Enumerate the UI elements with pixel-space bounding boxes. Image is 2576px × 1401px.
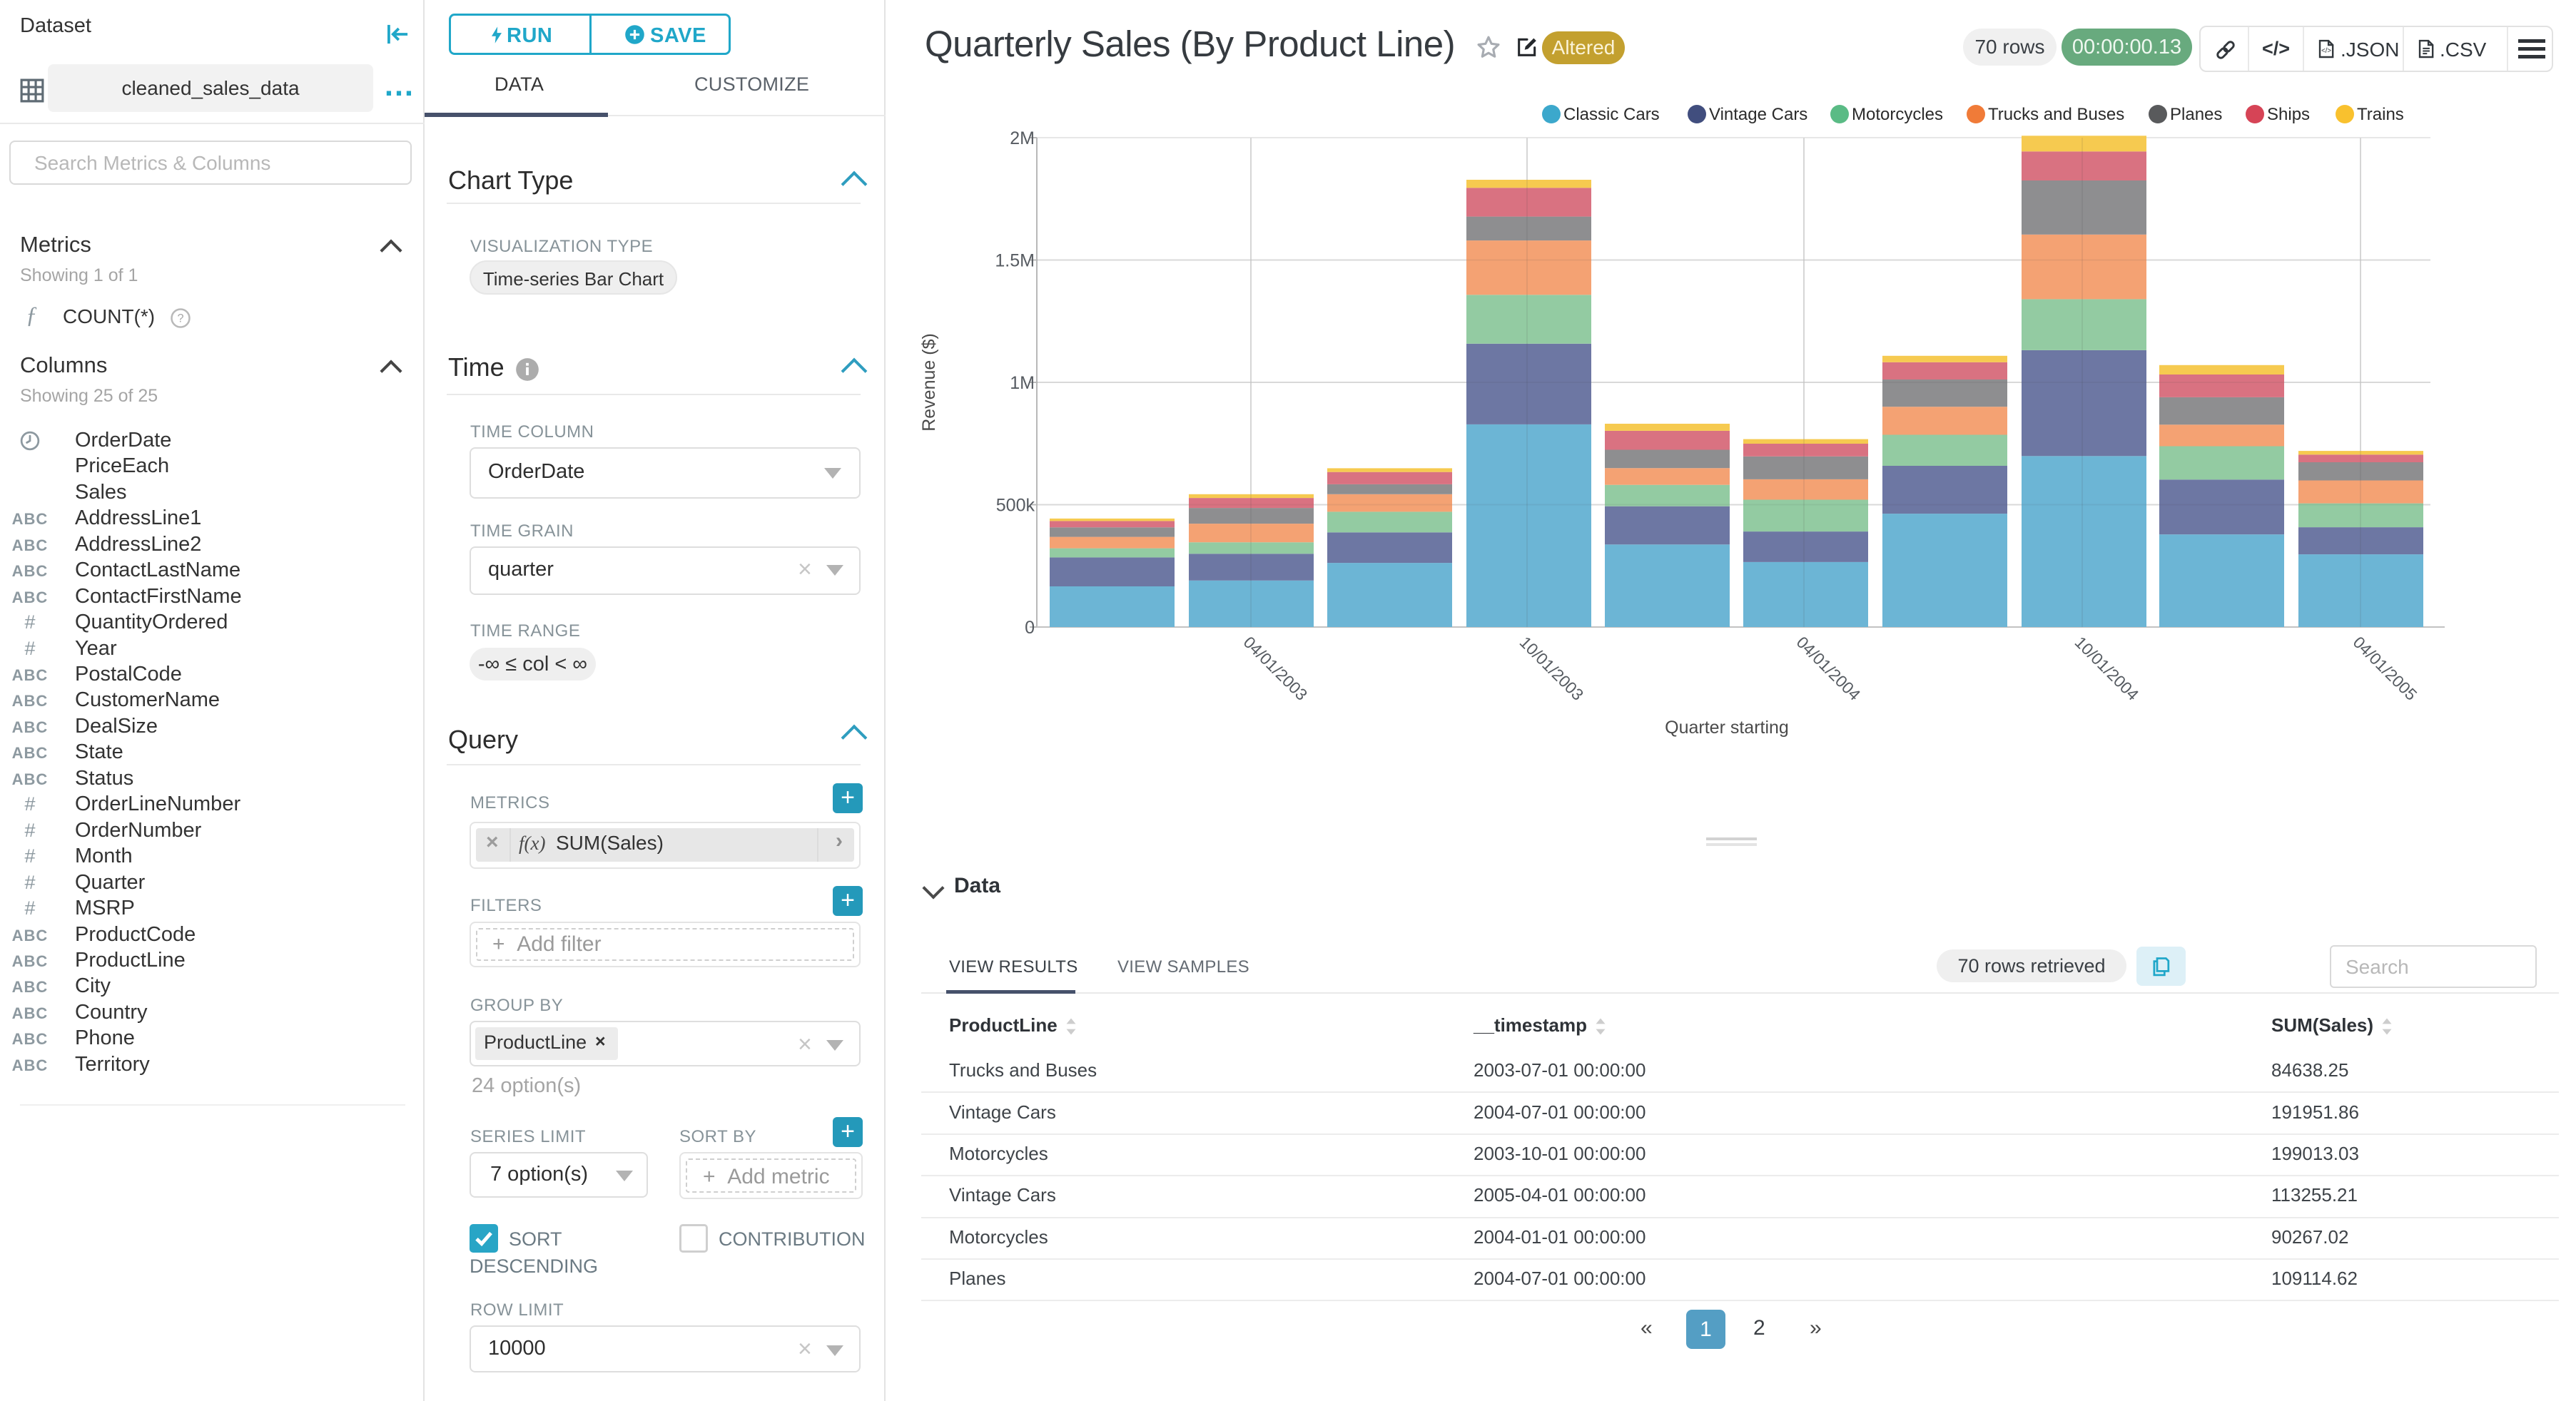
svg-text:04/01/2003: 04/01/2003 bbox=[1240, 633, 1312, 704]
svg-text:04/01/2005: 04/01/2005 bbox=[2350, 633, 2421, 704]
svg-text:?: ? bbox=[177, 312, 183, 325]
svg-text:Revenue ($): Revenue ($) bbox=[919, 333, 939, 432]
svg-text:Trains: Trains bbox=[2357, 105, 2404, 124]
svg-text:10/01/2003: 10/01/2003 bbox=[1516, 633, 1588, 704]
svg-text:1M: 1M bbox=[1010, 373, 1035, 393]
svg-text:Ships: Ships bbox=[2267, 105, 2310, 124]
svg-text:Trucks and Buses: Trucks and Buses bbox=[1988, 105, 2124, 124]
svg-text:04/01/2004: 04/01/2004 bbox=[1793, 633, 1865, 704]
svg-text:Vintage Cars: Vintage Cars bbox=[1709, 105, 1807, 124]
svg-text:Quarter starting: Quarter starting bbox=[1665, 718, 1789, 738]
svg-text:Classic Cars: Classic Cars bbox=[1563, 105, 1660, 124]
svg-text:10/01/2004: 10/01/2004 bbox=[2072, 633, 2143, 704]
svg-text:1.5M: 1.5M bbox=[995, 251, 1035, 271]
svg-text:</>: </> bbox=[2321, 47, 2331, 55]
svg-text:0: 0 bbox=[1025, 618, 1035, 638]
svg-text:500k: 500k bbox=[996, 496, 1035, 516]
svg-text:Motorcycles: Motorcycles bbox=[1852, 105, 1943, 124]
svg-text:2M: 2M bbox=[1010, 128, 1035, 148]
svg-text:Planes: Planes bbox=[2170, 105, 2222, 124]
